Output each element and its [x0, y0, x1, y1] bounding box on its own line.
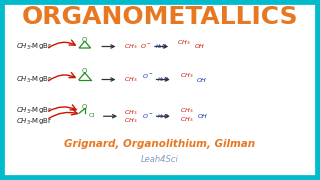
Text: $H_2O$: $H_2O$ [156, 42, 168, 51]
Text: $OH$: $OH$ [196, 75, 207, 84]
Text: $CH_3$-MgBr: $CH_3$-MgBr [15, 41, 52, 52]
Text: $CH_3$: $CH_3$ [180, 115, 194, 124]
Text: $CH_3$-MgBr: $CH_3$-MgBr [15, 74, 52, 85]
Text: $CH_3$: $CH_3$ [124, 108, 138, 117]
Text: Leah4Sci: Leah4Sci [141, 154, 179, 163]
Text: $CH_3$: $CH_3$ [124, 42, 138, 51]
Text: $CH_3$: $CH_3$ [180, 71, 194, 80]
Text: $O^-$: $O^-$ [141, 72, 153, 80]
Text: $CH_3$: $CH_3$ [180, 106, 194, 115]
Text: $CH_3$: $CH_3$ [124, 116, 138, 125]
Text: $OH$: $OH$ [197, 112, 209, 120]
Text: $H_2O$: $H_2O$ [157, 75, 169, 84]
Text: ORGANOMETALLICS: ORGANOMETALLICS [22, 4, 298, 28]
Text: Cl: Cl [89, 113, 95, 118]
Text: $CH_3$: $CH_3$ [177, 39, 191, 47]
Text: Grignard, Organolithium, Gilman: Grignard, Organolithium, Gilman [64, 139, 256, 149]
Text: $H_2O$: $H_2O$ [157, 112, 169, 121]
Text: $CH_3$: $CH_3$ [124, 75, 138, 84]
Text: O: O [82, 104, 87, 110]
Text: $O^-$: $O^-$ [141, 112, 153, 120]
Text: $CH_3$-MgBr: $CH_3$-MgBr [15, 106, 52, 116]
Text: $OH$: $OH$ [194, 42, 206, 51]
Text: $O^-$: $O^-$ [140, 42, 151, 51]
Text: $CH_3$-MgBr: $CH_3$-MgBr [15, 116, 52, 127]
Text: O: O [82, 37, 87, 43]
Text: O: O [82, 68, 87, 74]
